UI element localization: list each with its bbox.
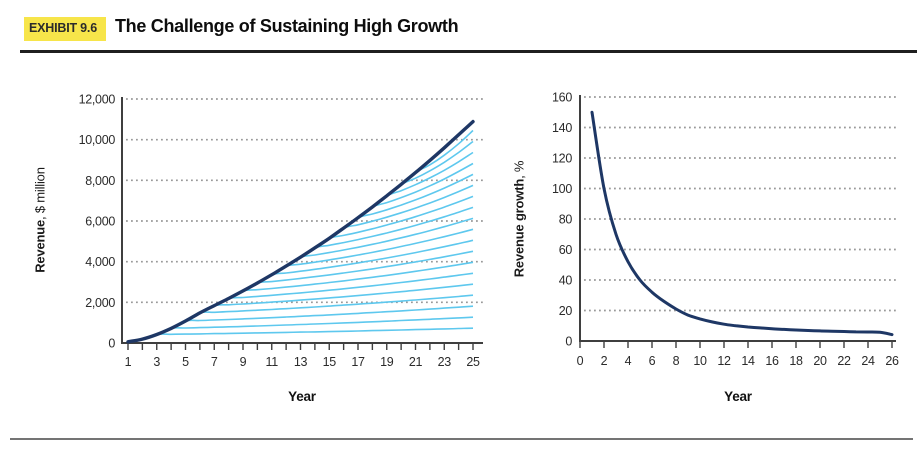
tick-label: 20 <box>813 354 827 368</box>
tick-label: 22 <box>837 354 851 368</box>
tick-label: 1 <box>125 355 132 369</box>
tick-label: 8,000 <box>85 174 115 188</box>
tick-label: 40 <box>559 274 573 288</box>
exhibit-title: The Challenge of Sustaining High Growth <box>114 16 459 36</box>
tick-label: 3 <box>153 355 160 369</box>
tick-label: 23 <box>438 355 452 369</box>
growth-axis-title: Revenue growth, % <box>512 161 527 278</box>
tick-label: 5 <box>182 355 189 369</box>
fan-line <box>127 206 474 343</box>
tick-label: 10 <box>693 354 707 368</box>
bottom-rule <box>10 438 913 440</box>
revenue-axis-title-units: , $ million <box>32 167 48 220</box>
exhibit-header: EXHIBIT 9.6 The Challenge of Sustaining … <box>24 16 459 41</box>
tick-label: 0 <box>108 337 115 351</box>
exhibit-tag: EXHIBIT 9.6 <box>24 17 106 41</box>
tick-label: 21 <box>409 355 423 369</box>
revenue-axis-title: Revenue, $ million <box>33 167 48 273</box>
tick-label: 4 <box>625 354 632 368</box>
tick-label: 140 <box>552 121 572 135</box>
tick-label: 9 <box>240 355 247 369</box>
tick-label: 100 <box>552 182 572 196</box>
tick-label: 6,000 <box>85 215 115 229</box>
tick-label: 60 <box>559 243 573 257</box>
tick-label: 15 <box>323 355 337 369</box>
tick-label: 18 <box>789 354 803 368</box>
tick-label: 2 <box>601 354 608 368</box>
tick-label: 120 <box>552 152 572 166</box>
revenue-axis-title-bold: Revenue <box>32 219 48 273</box>
fan-line <box>127 316 474 343</box>
tick-label: 25 <box>466 355 480 369</box>
title-rule <box>20 50 917 53</box>
tick-label: 80 <box>559 213 573 227</box>
tick-label: 12 <box>717 354 731 368</box>
tick-label: 7 <box>211 355 218 369</box>
growth-axis-title-bold: Revenue growth <box>511 178 527 278</box>
tick-label: 17 <box>351 355 365 369</box>
growth-x-axis-title: Year <box>724 389 752 404</box>
tick-label: 160 <box>552 91 572 105</box>
tick-label: 20 <box>559 304 573 318</box>
growth-axis-title-units: , % <box>511 160 527 179</box>
tick-label: 24 <box>861 354 875 368</box>
tick-label: 12,000 <box>79 93 116 107</box>
tick-label: 0 <box>577 354 584 368</box>
revenue-x-axis-title: Year <box>288 389 316 404</box>
tick-label: 6 <box>649 354 656 368</box>
fan-line <box>127 327 474 343</box>
tick-label: 26 <box>885 354 899 368</box>
tick-label: 8 <box>673 354 680 368</box>
tick-label: 2,000 <box>85 296 115 310</box>
fan-line <box>127 162 474 343</box>
growth-curve <box>590 110 894 337</box>
tick-label: 16 <box>765 354 779 368</box>
tick-label: 14 <box>741 354 755 368</box>
tick-label: 4,000 <box>85 255 115 269</box>
tick-label: 11 <box>266 355 279 369</box>
tick-label: 13 <box>294 355 308 369</box>
tick-label: 19 <box>380 355 394 369</box>
tick-label: 0 <box>565 335 572 349</box>
tick-label: 10,000 <box>79 133 116 147</box>
revenue-main-curve <box>126 119 475 344</box>
